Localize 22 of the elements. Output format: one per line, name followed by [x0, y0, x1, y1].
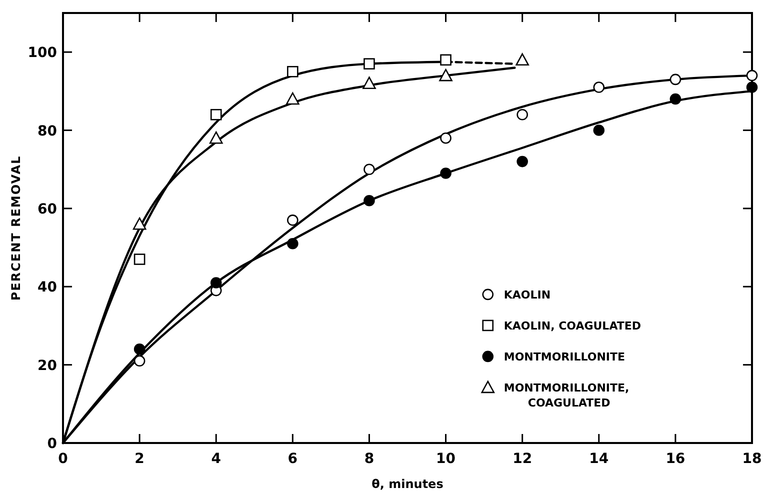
x-axis-title: θ, minutes: [372, 477, 444, 491]
x-tick-label: 14: [589, 451, 609, 467]
y-axis-title: PERCENT REMOVAL: [9, 155, 23, 301]
x-tick-label: 18: [742, 451, 762, 467]
x-tick-label: 0: [58, 451, 68, 467]
y-tick-label: 80: [38, 123, 58, 140]
x-tick-label: 4: [211, 451, 222, 467]
y-tick-label: 60: [38, 201, 58, 218]
y-tick-label: 0: [47, 436, 58, 452]
x-tick-label: 6: [288, 451, 298, 467]
y-tick-label: 20: [38, 358, 58, 374]
legend-label: MONTMORILLONITE, COAGULATED: [504, 381, 630, 410]
x-tick-label: 12: [512, 451, 532, 467]
y-tick-label: 100: [28, 45, 58, 62]
x-tick-label: 16: [666, 451, 686, 467]
y-tick-label: 40: [38, 280, 58, 296]
x-tick-label: 8: [364, 451, 374, 467]
x-tick-label: 2: [134, 451, 144, 467]
legend-label: KAOLIN: [504, 288, 551, 302]
x-tick-label: 10: [436, 451, 456, 467]
legend-label: MONTMORILLONITE: [504, 350, 626, 364]
legend-label: KAOLIN, COAGULATED: [504, 319, 642, 332]
